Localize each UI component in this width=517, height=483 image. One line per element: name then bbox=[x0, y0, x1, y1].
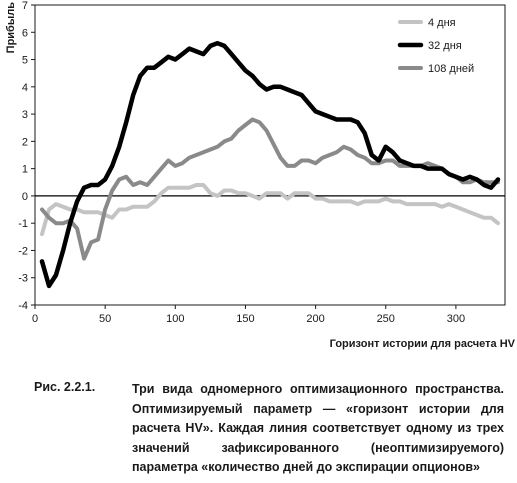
legend: 4 дня 32 дня 108 дней bbox=[397, 17, 474, 75]
legend-label-2: 32 дня bbox=[428, 40, 462, 52]
x-tick-label: 250 bbox=[377, 313, 395, 325]
x-tick-label: 300 bbox=[447, 313, 465, 325]
x-tick-label: 200 bbox=[306, 313, 324, 325]
y-tick-label: 5 bbox=[22, 55, 28, 67]
y-tick-label: 3 bbox=[22, 109, 28, 121]
y-tick-label: -3 bbox=[18, 273, 28, 285]
plot-frame bbox=[34, 4, 506, 306]
y-tick-label: -4 bbox=[18, 300, 28, 312]
figure-caption-text: Три вида одномерного оптимизационного пр… bbox=[132, 382, 504, 474]
profit-line-chart: Прибыль -4 -3 -2 -1 0 1 2 3 4 5 6 7 0 50 100 150 200 250 3… bbox=[5, 0, 516, 350]
y-tick-label: 2 bbox=[22, 136, 28, 148]
y-axis-label-text: Прибыль bbox=[5, 2, 17, 54]
series-line-3 bbox=[40, 117, 500, 261]
legend-label-3: 108 дней bbox=[428, 63, 474, 75]
y-tick-label: 0 bbox=[22, 191, 28, 203]
x-axis-label: Горизонт истории для расчета HV bbox=[330, 338, 516, 350]
y-axis-label: Прибыль bbox=[5, 2, 17, 54]
y-tick-label: 1 bbox=[22, 164, 28, 176]
y-tick-label: -2 bbox=[18, 245, 28, 257]
x-tick-label: 50 bbox=[99, 313, 111, 325]
y-tick-label: 6 bbox=[22, 27, 28, 39]
series-line-2 bbox=[39, 40, 501, 289]
x-tick-label: 0 bbox=[32, 313, 38, 325]
y-tick-label: -1 bbox=[18, 218, 28, 230]
series-layer bbox=[39, 40, 501, 289]
y-tick-label: 7 bbox=[22, 0, 28, 12]
legend-label-1: 4 дня bbox=[428, 17, 456, 29]
x-tick-label: 150 bbox=[236, 313, 254, 325]
x-tick-label: 100 bbox=[166, 313, 184, 325]
figure-number: Рис. 2.2.1. bbox=[34, 380, 96, 394]
series-line-1 bbox=[40, 183, 500, 237]
y-tick-label: 4 bbox=[22, 82, 28, 94]
axes: -4 -3 -2 -1 0 1 2 3 4 5 6 7 0 50 100 150 200 250 300 bbox=[18, 0, 506, 325]
